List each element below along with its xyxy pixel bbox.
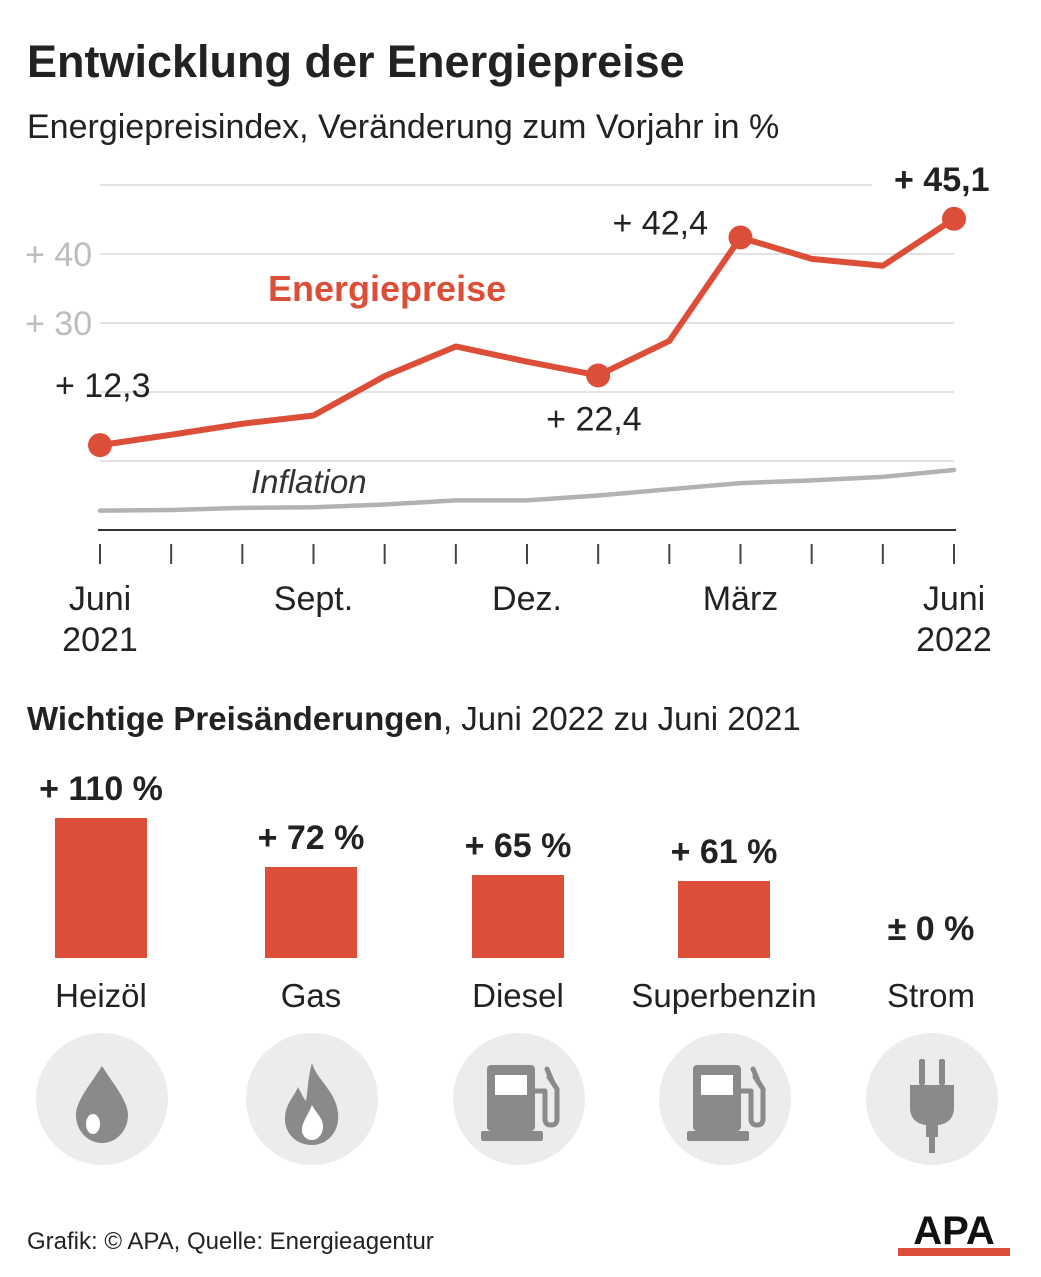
x-tick-label: Juni <box>69 580 131 618</box>
chart-subtitle: Energiepreisindex, Veränderung zum Vorja… <box>27 108 780 146</box>
power-plug-icon <box>866 1033 998 1165</box>
bar-column-gas: + 72 % Gas <box>211 755 411 1185</box>
x-tick-label-year: 2022 <box>916 621 992 659</box>
bar-category-label: Superbenzin <box>631 977 817 1014</box>
y-tick-label: + 40 <box>25 236 92 274</box>
energiepreise-point-marker <box>88 433 112 458</box>
y-tick-label: + 30 <box>25 305 92 343</box>
data-label: + 22,4 <box>546 400 641 438</box>
fuel-pump-icon <box>453 1033 585 1165</box>
inflation-series-label: Inflation <box>251 463 367 500</box>
source-footer: Grafik: © APA, Quelle: Energieagentur <box>27 1228 434 1255</box>
energiepreise-series-label: Energiepreise <box>268 268 506 309</box>
bar-value-label: + 61 % <box>670 832 778 871</box>
apa-logo-text: APA <box>913 1209 994 1253</box>
energiepreise-point-marker <box>728 225 753 250</box>
apa-logo: APA <box>898 1209 1010 1256</box>
x-tick-label: Dez. <box>492 580 562 618</box>
x-tick-label: Sept. <box>274 580 353 618</box>
inflation-line <box>97 467 957 513</box>
bar-chart-heading: Wichtige Preisänderungen, Juni 2022 zu J… <box>27 700 801 738</box>
price-change-bar-chart: + 110 % Heizöl + 72 % Gas + 65 % Diesel + 61 %… <box>0 755 1041 1185</box>
x-tick-label: Juni <box>923 580 985 618</box>
data-label: + 45,1 <box>894 161 989 199</box>
bar-column-strom: ± 0 % Strom <box>831 755 1031 1185</box>
data-label: + 42,4 <box>613 204 708 242</box>
bar-category-label: Strom <box>886 977 975 1014</box>
bar-category-label: Heizöl <box>55 977 147 1014</box>
oil-drop-icon <box>36 1033 168 1165</box>
bar-value-label: ± 0 % <box>887 910 975 948</box>
bar-chart-heading-bold: Wichtige Preisänderungen <box>27 700 443 737</box>
bar-diesel <box>472 875 564 958</box>
bar-category-label: Gas <box>280 977 342 1014</box>
bar-chart-heading-rest: , Juni 2022 zu Juni 2021 <box>442 700 801 737</box>
energiepreise-point-marker <box>586 363 611 388</box>
bar-column-diesel: + 65 % Diesel <box>418 755 618 1185</box>
fuel-pump-icon <box>659 1033 791 1165</box>
energiepreise-point-marker <box>942 206 966 231</box>
bar-gas <box>265 866 357 958</box>
bar-value-label: + 65 % <box>464 827 572 866</box>
bar-value-label: + 72 % <box>257 818 365 857</box>
gas-flame-icon <box>246 1033 378 1165</box>
bar-category-label: Diesel <box>472 977 564 1014</box>
bar-column-heizöl: + 110 % Heizöl <box>1 755 201 1185</box>
x-tick-label-year: 2021 <box>62 621 138 659</box>
data-label: + 12,3 <box>55 367 150 405</box>
x-tick-label: März <box>703 580 779 618</box>
bar-column-superbenzin: + 61 % Superbenzin <box>624 755 824 1185</box>
bar-heizöl <box>55 818 147 958</box>
bar-value-label: + 110 % <box>39 770 163 809</box>
chart-title: Entwicklung der Energiepreise <box>27 36 685 87</box>
bar-superbenzin <box>678 880 770 958</box>
energiepreise-line <box>97 215 957 449</box>
